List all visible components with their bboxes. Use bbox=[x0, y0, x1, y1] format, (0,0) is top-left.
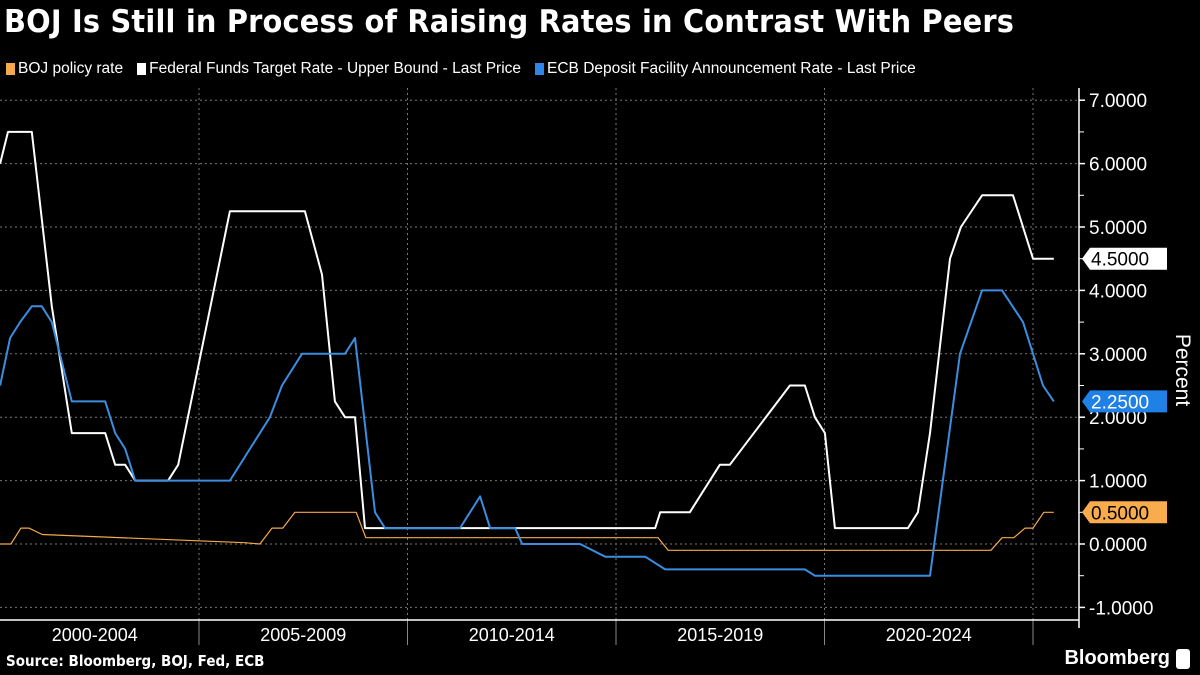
series-line-boj bbox=[0, 511, 1054, 551]
x-tick-label: 2015-2019 bbox=[677, 625, 763, 645]
legend-item-boj: BOJ policy rate bbox=[6, 60, 123, 78]
y-axis-label: Percent bbox=[1171, 334, 1194, 407]
bloomberg-logo: Bloomberg bbox=[1064, 647, 1190, 670]
chart-title: BOJ Is Still in Process of Raising Rates… bbox=[4, 4, 1015, 40]
y-tick-label: 5.0000 bbox=[1089, 218, 1147, 239]
last-value-flag-ecb bbox=[1082, 390, 1167, 413]
legend-swatch-boj bbox=[6, 63, 15, 75]
legend-label-ecb: ECB Deposit Facility Announcement Rate -… bbox=[547, 60, 916, 77]
legend-item-ecb: ECB Deposit Facility Announcement Rate -… bbox=[535, 60, 916, 78]
x-tick-label: 2020-2024 bbox=[886, 625, 972, 645]
y-tick-label: 2.0000 bbox=[1089, 408, 1147, 429]
legend-swatch-ecb bbox=[535, 63, 545, 75]
bloomberg-mark-icon bbox=[1176, 648, 1190, 669]
legend-item-fed: Federal Funds Target Rate - Upper Bound … bbox=[137, 60, 521, 78]
last-value-flag-boj bbox=[1082, 501, 1167, 524]
y-tick-label: 7.0000 bbox=[1089, 91, 1147, 112]
source-note: Source: Bloomberg, BOJ, Fed, ECB bbox=[6, 652, 265, 670]
last-value-flag-fed bbox=[1082, 247, 1167, 270]
x-tick-label: 2000-2004 bbox=[52, 625, 138, 645]
y-tick-label: 4.0000 bbox=[1089, 281, 1147, 302]
legend: BOJ policy rate Federal Funds Target Rat… bbox=[6, 60, 916, 78]
legend-label-boj: BOJ policy rate bbox=[18, 60, 124, 77]
x-tick-label: 2010-2014 bbox=[469, 625, 555, 645]
last-value-label-fed: 4.5000 bbox=[1091, 250, 1149, 271]
legend-label-fed: Federal Funds Target Rate - Upper Bound … bbox=[149, 60, 522, 77]
legend-swatch-fed bbox=[137, 63, 147, 75]
brand-text: Bloomberg bbox=[1064, 647, 1170, 669]
series-line-fed bbox=[0, 130, 1054, 530]
y-tick-label: 0.0000 bbox=[1089, 535, 1147, 556]
y-tick-label: 6.0000 bbox=[1089, 155, 1147, 176]
y-tick-label: -1.0000 bbox=[1089, 598, 1153, 619]
y-tick-label: 3.0000 bbox=[1089, 345, 1147, 366]
x-tick-label: 2005-2009 bbox=[260, 625, 346, 645]
y-tick-label: 1.0000 bbox=[1089, 472, 1147, 493]
last-value-label-ecb: 2.2500 bbox=[1091, 392, 1149, 413]
series-line-ecb bbox=[0, 289, 1055, 577]
last-value-label-boj: 0.5000 bbox=[1091, 503, 1149, 524]
